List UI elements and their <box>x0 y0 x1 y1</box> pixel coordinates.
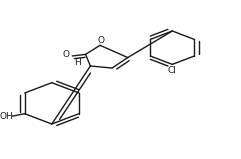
Text: O: O <box>63 50 70 59</box>
Text: H: H <box>74 58 80 66</box>
Text: Cl: Cl <box>168 66 177 75</box>
Text: OH: OH <box>0 112 13 121</box>
Text: O: O <box>98 36 105 45</box>
